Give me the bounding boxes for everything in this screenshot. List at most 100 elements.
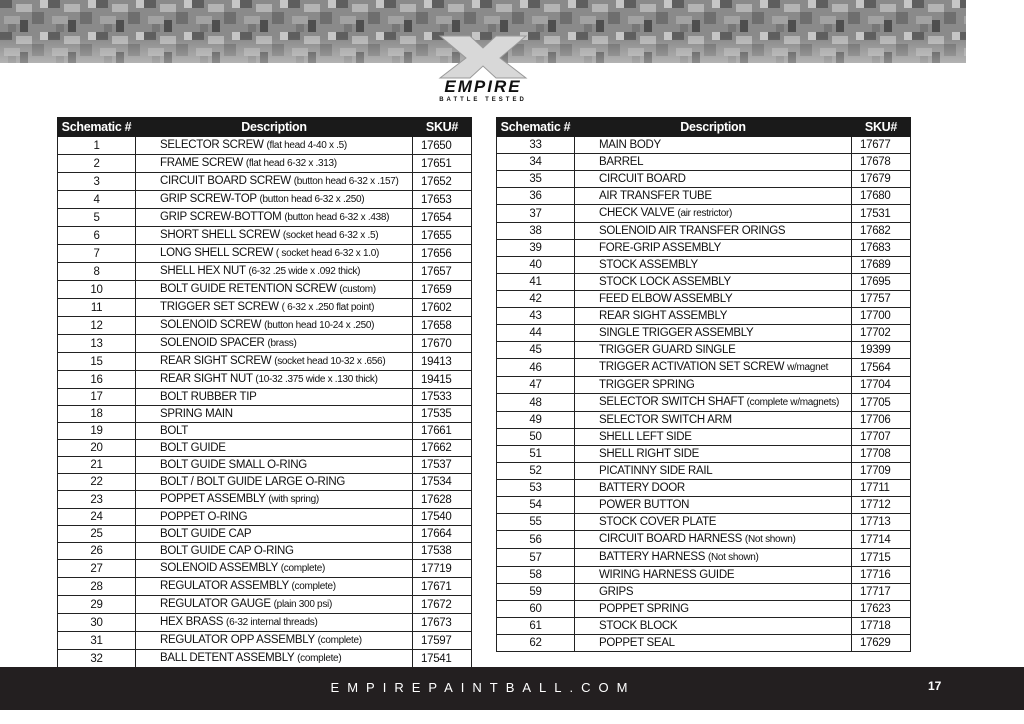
table-row: 38 SOLENOID AIR TRANSFER ORINGS 17682: [496, 222, 911, 240]
table-row: 44 SINGLE TRIGGER ASSEMBLY 17702: [496, 324, 911, 342]
sku: 17538: [412, 542, 472, 560]
table-row: 43 REAR SIGHT ASSEMBLY 17700: [496, 307, 911, 325]
table-row: 15 REAR SIGHT SCREW (socket head 10-32 x …: [57, 352, 472, 371]
schematic-number: 3: [57, 172, 136, 191]
description: STOCK LOCK ASSEMBLY: [599, 276, 731, 288]
schematic-number: 31: [57, 631, 136, 650]
sku: 17656: [412, 244, 472, 263]
description-note: w/magnet: [787, 362, 829, 373]
description-cell: TRIGGER SET SCREW ( 6-32 x .250 flat poi…: [135, 298, 413, 317]
sku: 17650: [412, 136, 472, 155]
description: SHELL LEFT SIDE: [599, 431, 692, 443]
sku: 17628: [412, 490, 472, 509]
description-cell: REAR SIGHT NUT (10-32 .375 wide x .130 t…: [135, 370, 413, 389]
website: EMPIREPAINTBALL.COM: [330, 680, 636, 695]
logo-brand: EMPIRE: [444, 77, 521, 96]
description: BARREL: [599, 156, 644, 168]
description-cell: SOLENOID SPACER (brass): [135, 334, 413, 353]
description-cell: TRIGGER GUARD SINGLE: [574, 341, 852, 359]
sku: 17540: [412, 508, 472, 526]
description: POWER BUTTON: [599, 499, 690, 511]
description: BOLT GUIDE CAP O-RING: [160, 545, 294, 557]
schematic-number: 4: [57, 190, 136, 209]
table-row: 41 STOCK LOCK ASSEMBLY 17695: [496, 273, 911, 291]
schematic-number: 52: [496, 462, 575, 480]
description-cell: CHECK VALVE (air restrictor): [574, 204, 852, 223]
schematic-number: 19: [57, 422, 136, 440]
table-row: 36 AIR TRANSFER TUBE 17680: [496, 187, 911, 205]
table-row: 60 POPPET SPRING 17623: [496, 600, 911, 618]
sku: 17564: [851, 358, 911, 377]
column-header: SKU#: [851, 117, 911, 137]
column-header: Description: [135, 117, 413, 137]
sku: 17658: [412, 316, 472, 335]
schematic-number: 50: [496, 428, 575, 446]
description-cell: SHORT SHELL SCREW (socket head 6-32 x .5…: [135, 226, 413, 245]
sku: 17657: [412, 262, 472, 281]
table-row: 35 CIRCUIT BOARD 17679: [496, 170, 911, 188]
description: STOCK ASSEMBLY: [599, 259, 698, 271]
description-note: (brass): [267, 338, 297, 349]
sku: 17679: [851, 170, 911, 188]
description-cell: FRAME SCREW (flat head 6-32 x .313): [135, 154, 413, 173]
schematic-number: 35: [496, 170, 575, 188]
sku: 17680: [851, 187, 911, 205]
sku: 17689: [851, 256, 911, 274]
schematic-number: 58: [496, 566, 575, 584]
table-row: 37 CHECK VALVE (air restrictor) 17531: [496, 204, 911, 223]
description-cell: SHELL RIGHT SIDE: [574, 445, 852, 463]
description: SELECTOR SWITCH ARM: [599, 414, 732, 426]
description-note: (plain 300 psi): [273, 599, 333, 610]
schematic-number: 44: [496, 324, 575, 342]
schematic-number: 57: [496, 548, 575, 567]
table-row: 18 SPRING MAIN 17535: [57, 405, 472, 423]
description-note: (flat head 6-32 x .313): [245, 158, 337, 169]
sku: 19413: [412, 352, 472, 371]
schematic-number: 20: [57, 439, 136, 457]
table-row: 31 REGULATOR OPP ASSEMBLY (complete) 17597: [57, 631, 472, 650]
sku: 19415: [412, 370, 472, 389]
description: STOCK BLOCK: [599, 620, 678, 632]
sku: 17670: [412, 334, 472, 353]
description-cell: POPPET SEAL: [574, 634, 852, 652]
sku: 17705: [851, 393, 911, 412]
description: BOLT / BOLT GUIDE LARGE O-RING: [160, 476, 346, 488]
parts-table: Schematic # Description SKU# 1 SELECTOR SCRE…: [57, 117, 472, 668]
description-cell: CIRCUIT BOARD HARNESS (Not shown): [574, 530, 852, 549]
description-cell: HEX BRASS (6-32 internal threads): [135, 613, 413, 632]
schematic-number: 13: [57, 334, 136, 353]
description-cell: POPPET O-RING: [135, 508, 413, 526]
description: GRIP SCREW-BOTTOM: [160, 211, 282, 223]
sku: 17708: [851, 445, 911, 463]
description-note: (6-32 .25 wide x .092 thick): [248, 266, 361, 277]
description-cell: SHELL LEFT SIDE: [574, 428, 852, 446]
description: BOLT RUBBER TIP: [160, 391, 257, 403]
description-note: (button head 6-32 x .250): [259, 194, 365, 205]
schematic-number: 39: [496, 239, 575, 257]
schematic-number: 18: [57, 405, 136, 423]
description-cell: GRIP SCREW-TOP (button head 6-32 x .250): [135, 190, 413, 209]
description-cell: BOLT GUIDE RETENTION SCREW (custom): [135, 280, 413, 299]
schematic-number: 59: [496, 583, 575, 601]
description-cell: SELECTOR SCREW (flat head 4-40 x .5): [135, 136, 413, 155]
table-row: 20 BOLT GUIDE 17662: [57, 439, 472, 457]
description: STOCK COVER PLATE: [599, 516, 717, 528]
description-cell: FEED ELBOW ASSEMBLY: [574, 290, 852, 308]
sku: 17682: [851, 222, 911, 240]
schematic-number: 42: [496, 290, 575, 308]
table-row: 56 CIRCUIT BOARD HARNESS (Not shown) 17714: [496, 530, 911, 549]
description-cell: GRIPS: [574, 583, 852, 601]
description-cell: WIRING HARNESS GUIDE: [574, 566, 852, 584]
sku: 17623: [851, 600, 911, 618]
description-cell: MAIN BODY: [574, 136, 852, 154]
table-row: 33 MAIN BODY 17677: [496, 136, 911, 154]
description-cell: BOLT GUIDE SMALL O-RING: [135, 456, 413, 474]
table-row: 3 CIRCUIT BOARD SCREW (button head 6-32 x…: [57, 172, 472, 191]
schematic-number: 7: [57, 244, 136, 263]
description-cell: POPPET ASSEMBLY (with spring): [135, 490, 413, 509]
description: TRIGGER SET SCREW: [160, 301, 279, 313]
schematic-number: 17: [57, 388, 136, 406]
description-cell: TRIGGER SPRING: [574, 376, 852, 394]
table-row: 46 TRIGGER ACTIVATION SET SCREW w/magnet 1…: [496, 358, 911, 377]
